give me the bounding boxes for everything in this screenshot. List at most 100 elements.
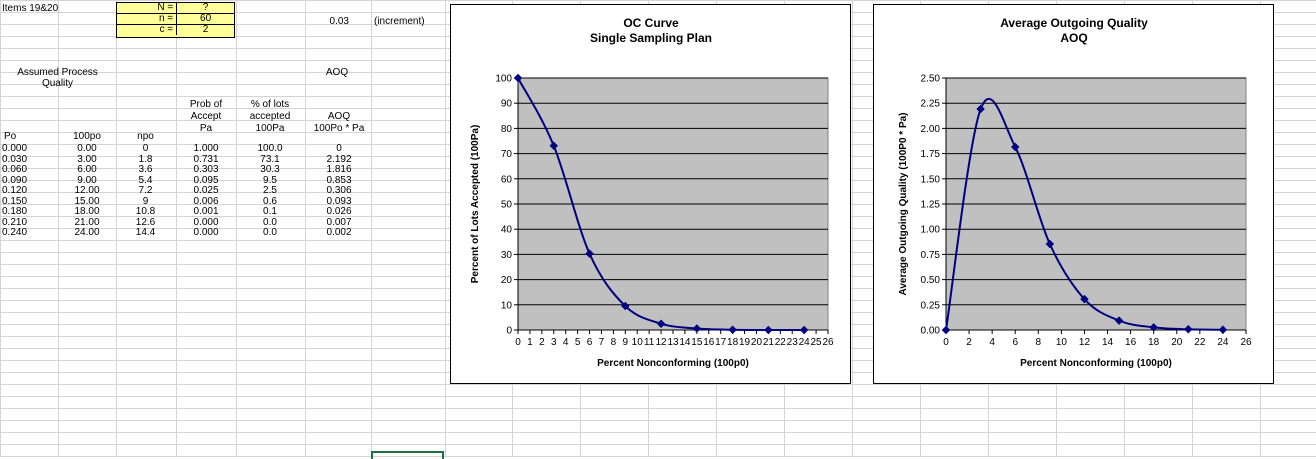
header-100p0[interactable]: 100po <box>73 131 101 142</box>
header-np0[interactable]: npo <box>137 131 154 142</box>
table-cell[interactable]: 0.240 <box>2 227 28 238</box>
x-tick-label: 24 <box>799 337 811 348</box>
table-cell[interactable]: 0.180 <box>2 206 28 217</box>
table-cell[interactable]: 0.853 <box>326 174 352 186</box>
table-cell[interactable]: 6.00 <box>77 164 97 175</box>
param-row-N[interactable]: N = ? <box>117 3 234 14</box>
table-cell[interactable]: 0.006 <box>193 195 219 207</box>
increment-value-cell[interactable]: 0.03 <box>329 16 349 27</box>
assumed-quality-label-2[interactable]: Quality <box>41 78 74 89</box>
table-cell[interactable]: 7.2 <box>138 185 153 196</box>
table-cell[interactable]: 0.093 <box>326 195 352 207</box>
table-cell[interactable]: 12.6 <box>135 216 156 228</box>
x-tick-label: 26 <box>1240 337 1252 348</box>
data-point-marker[interactable] <box>976 104 985 114</box>
table-cell[interactable]: 0.210 <box>2 216 28 228</box>
table-cell[interactable]: 2.192 <box>326 153 352 165</box>
table-cell[interactable]: 24.00 <box>74 227 100 238</box>
table-cell[interactable]: 12.00 <box>74 185 100 196</box>
table-cell[interactable]: 30.3 <box>260 164 280 175</box>
x-tick-label: 4 <box>989 337 995 348</box>
table-cell[interactable]: 0.120 <box>2 185 28 196</box>
data-point-marker[interactable] <box>799 325 809 335</box>
table-cell[interactable]: 14.4 <box>135 227 156 238</box>
param-value[interactable]: 60 <box>176 14 234 24</box>
x-tick-label: 22 <box>775 337 787 348</box>
table-cell[interactable]: 0.150 <box>2 195 28 207</box>
aoq-chart[interactable]: Average Outgoing Quality AOQ 0.00 0.25 0.50 0… <box>873 4 1274 384</box>
table-cell[interactable]: 0.731 <box>193 153 219 165</box>
table-cell[interactable]: 0 <box>336 143 342 154</box>
table-cell[interactable]: 73.1 <box>260 153 280 165</box>
table-cell[interactable]: 5.4 <box>138 174 153 186</box>
data-point-marker[interactable] <box>621 301 630 311</box>
table-cell[interactable]: 9.00 <box>77 174 97 186</box>
header-aoq-2[interactable]: 100Po * Pa <box>313 123 365 134</box>
table-cell[interactable]: 21.00 <box>74 216 100 228</box>
aoq-section-label[interactable]: AOQ <box>325 67 349 78</box>
table-cell[interactable]: 0.090 <box>2 174 28 186</box>
table-cell[interactable]: 0.0 <box>263 227 277 238</box>
table-cell[interactable]: 1.816 <box>326 164 352 175</box>
table-cell[interactable]: 10.8 <box>135 206 156 217</box>
table-cell[interactable]: 0.007 <box>326 216 352 228</box>
chart-subtitle: Single Sampling Plan <box>590 31 712 45</box>
data-point-marker[interactable] <box>1149 323 1158 332</box>
header-pct-2[interactable]: accepted <box>249 111 291 122</box>
oc-curve-chart[interactable]: OC Curve Single Sampling Plan 0 10 20 30 40 50 6… <box>450 4 851 384</box>
x-tick-label: 7 <box>599 337 605 348</box>
table-cell[interactable]: 9.5 <box>263 174 277 186</box>
series-line[interactable] <box>517 77 805 332</box>
table-cell[interactable]: 15.00 <box>74 195 100 207</box>
table-cell[interactable]: 1.8 <box>138 153 153 165</box>
table-cell[interactable]: 0.095 <box>193 174 219 186</box>
selected-cell-indicator[interactable] <box>371 451 444 459</box>
sheet-title-cell[interactable]: Items 19&20 <box>2 3 59 14</box>
table-cell[interactable]: 0.1 <box>263 206 277 217</box>
table-cell[interactable]: 0.030 <box>2 153 28 165</box>
table-cell[interactable]: 1.000 <box>193 143 219 154</box>
table-cell[interactable]: 0.000 <box>2 143 28 154</box>
table-cell[interactable]: 0.002 <box>326 227 352 238</box>
table-cell[interactable]: 9 <box>142 195 149 207</box>
header-prob-3[interactable]: Pa <box>199 123 213 134</box>
table-cell[interactable]: 0.00 <box>77 143 97 154</box>
table-cell[interactable]: 0.0 <box>263 216 277 228</box>
data-point-marker[interactable] <box>764 325 773 335</box>
header-p0[interactable]: Po <box>4 131 17 142</box>
header-pct-3[interactable]: 100Pa <box>255 123 285 134</box>
table-cell[interactable]: 0.025 <box>193 185 219 196</box>
table-cell[interactable]: 0.000 <box>193 216 219 228</box>
table-cell[interactable]: 0 <box>142 143 149 154</box>
param-row-c[interactable]: c = 2 <box>117 25 234 35</box>
header-aoq-1[interactable]: AOQ <box>327 111 351 122</box>
table-cell[interactable]: 3.00 <box>77 153 97 165</box>
assumed-quality-label[interactable]: Assumed Process <box>17 67 98 78</box>
table-cell[interactable]: 0.060 <box>2 164 28 175</box>
table-cell[interactable]: 0.303 <box>193 164 219 175</box>
param-value[interactable]: 2 <box>176 25 234 35</box>
table-cell[interactable]: 0.000 <box>193 227 219 238</box>
table-cell[interactable]: 2.5 <box>263 185 277 196</box>
param-row-n[interactable]: n = 60 <box>117 14 234 25</box>
table-cell[interactable]: 0.001 <box>193 206 219 217</box>
table-cell[interactable]: 0.6 <box>263 195 277 207</box>
data-point-marker[interactable] <box>1184 325 1193 334</box>
table-cell[interactable]: 0.026 <box>326 206 352 217</box>
x-tick-label: 0 <box>943 337 949 348</box>
header-prob-2[interactable]: Accept <box>190 111 222 122</box>
table-cell[interactable]: 3.6 <box>138 164 153 175</box>
x-tick-label: 18 <box>727 337 739 348</box>
header-pct-1[interactable]: % of lots <box>250 99 290 110</box>
header-prob-1[interactable]: Prob of <box>189 99 223 110</box>
data-point-marker[interactable] <box>585 249 594 258</box>
data-point-marker[interactable] <box>656 319 666 328</box>
table-cell[interactable]: 100.0 <box>257 143 283 154</box>
param-value[interactable]: ? <box>176 3 234 13</box>
data-point-marker[interactable] <box>728 325 737 334</box>
table-cell[interactable]: 18.00 <box>74 206 100 217</box>
data-point-marker[interactable] <box>692 324 702 333</box>
table-cell[interactable]: 0.306 <box>326 185 352 196</box>
increment-label-cell[interactable]: (increment) <box>374 16 425 27</box>
data-point-marker[interactable] <box>941 325 951 335</box>
